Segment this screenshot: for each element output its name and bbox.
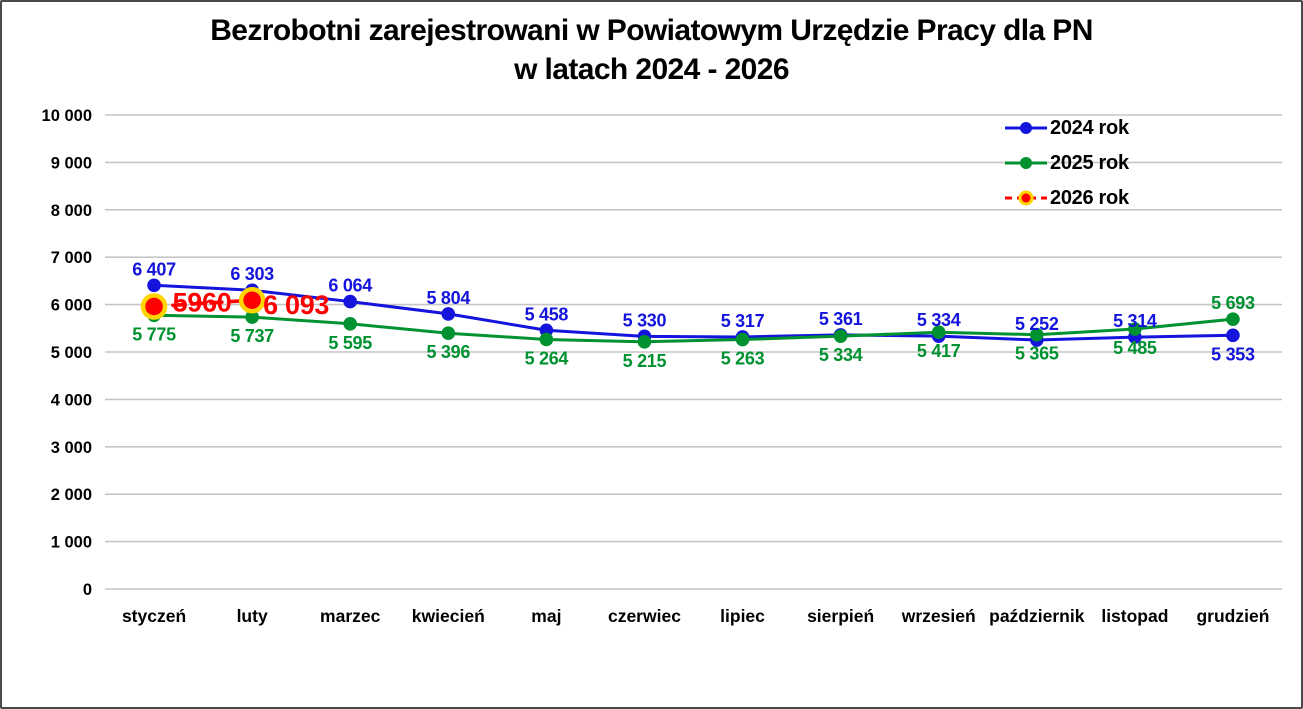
data-label: 5 804 — [427, 288, 471, 308]
data-point — [245, 310, 259, 324]
data-label: 5 365 — [1015, 344, 1059, 364]
x-tick-label: czerwiec — [608, 606, 681, 626]
y-tick-label: 3 000 — [51, 439, 92, 457]
series-line-2025-rok — [152, 313, 1235, 344]
y-tick-label: 1 000 — [51, 534, 92, 552]
legend-line-marker-icon — [1005, 190, 1047, 206]
data-label: 5 263 — [721, 349, 765, 369]
y-tick-label: 7 000 — [51, 249, 92, 267]
data-label: 6 093 — [263, 290, 329, 320]
y-tick-label: 9 000 — [51, 154, 92, 172]
data-point — [441, 326, 456, 341]
data-point — [140, 293, 168, 320]
legend-item-label: 2024 rok — [1050, 116, 1129, 139]
x-tick-label: luty — [237, 606, 268, 626]
x-tick-label: lipiec — [720, 606, 765, 626]
y-tick-label: 0 — [83, 581, 92, 599]
x-tick-label: październik — [989, 606, 1085, 626]
x-tick-label: grudzień — [1196, 606, 1269, 626]
legend-item-2024-rok: 2024 rok — [1004, 114, 1129, 142]
data-point — [1029, 327, 1044, 342]
data-label: 5 215 — [623, 351, 667, 371]
x-tick-label: marzec — [320, 606, 381, 626]
data-label: 5 353 — [1211, 344, 1255, 364]
data-point — [441, 307, 456, 321]
legend-dot — [1020, 157, 1032, 169]
data-label: 5 314 — [1113, 311, 1157, 331]
legend-line-marker-icon — [1005, 157, 1047, 169]
chart-legend: 2024 rok 2025 rok 2026 rok — [1004, 114, 1129, 212]
data-point — [539, 332, 554, 347]
data-label: 6 064 — [328, 276, 372, 296]
data-label: 5 334 — [819, 345, 863, 365]
data-label: 5 693 — [1211, 293, 1255, 313]
data-point — [238, 286, 266, 314]
y-tick-label: 6 000 — [51, 297, 92, 315]
data-point — [147, 278, 161, 293]
legend-item-2025-rok: 2025 rok — [1004, 149, 1129, 177]
data-label: 5 252 — [1015, 314, 1059, 334]
gridlines — [105, 114, 1282, 590]
series-labels-2025-rok: 5 775 5 737 5 595 5 396 5 264 5 215 5 263 5 334… — [132, 293, 1255, 371]
data-label: 5 485 — [1113, 338, 1157, 358]
data-label: 5 775 — [132, 324, 176, 344]
series-labels-2024-rok: 6 407 6 303 6 064 5 804 5 458 5 330 5 317 5 361… — [132, 259, 1255, 364]
data-point — [1226, 328, 1240, 343]
x-tick-label: listopad — [1101, 606, 1168, 626]
chart-title-line1: Bezrobotni zarejestrowani w Powiatowym U… — [210, 14, 1093, 47]
data-label: 5 264 — [525, 348, 569, 368]
legend-item-label: 2026 rok — [1050, 186, 1129, 209]
data-label: 5 458 — [525, 304, 569, 324]
legend-dot — [1018, 190, 1034, 206]
legend-item-2026-rok: 2026 rok — [1004, 184, 1129, 212]
data-point — [343, 294, 358, 309]
data-label: 5 396 — [427, 342, 471, 362]
y-axis-labels: 0 1 000 2 000 3 000 4 000 5 000 6 000 7 000 8 00… — [42, 107, 92, 599]
y-tick-label: 5 000 — [51, 344, 92, 362]
data-label: 6 303 — [230, 264, 274, 284]
data-point — [1128, 322, 1142, 336]
data-point — [735, 332, 750, 347]
data-point — [637, 335, 652, 349]
y-tick-label: 4 000 — [51, 391, 92, 409]
x-axis-labels: styczeń luty marzec kwiecień maj czerwiec lipi… — [122, 606, 1269, 626]
data-label: 5 595 — [328, 333, 372, 353]
chart-title: Bezrobotni zarejestrowani w Powiatowym U… — [2, 11, 1301, 89]
x-tick-label: kwiecień — [412, 606, 485, 626]
series-markers-2026-rok — [140, 286, 266, 320]
y-tick-label: 8 000 — [51, 202, 92, 220]
series-line-2024-rok — [152, 283, 1235, 342]
data-label: 5 330 — [623, 310, 667, 330]
legend-line-marker-icon — [1005, 122, 1047, 134]
data-label: 5 334 — [917, 310, 961, 330]
data-point — [1226, 312, 1240, 326]
legend-item-label: 2025 rok — [1050, 151, 1129, 174]
chart-title-line2: w latach 2024 - 2026 — [514, 53, 789, 86]
data-label: 5 417 — [917, 341, 961, 361]
data-label: 5960 — [173, 287, 232, 317]
x-tick-label: maj — [531, 606, 561, 626]
x-tick-label: sierpień — [807, 606, 874, 626]
data-point — [931, 325, 946, 340]
data-label: 5 737 — [230, 326, 274, 346]
y-tick-label: 10 000 — [42, 107, 92, 125]
series-line-2026-rok — [152, 298, 254, 309]
series-labels-2026-rok: 5960 6 093 — [173, 287, 330, 320]
data-label: 5 317 — [721, 311, 765, 331]
x-tick-label: wrzesień — [901, 606, 976, 626]
x-tick-label: styczeń — [122, 606, 186, 626]
y-tick-label: 2 000 — [51, 486, 92, 504]
data-label: 6 407 — [132, 259, 176, 279]
data-point — [833, 329, 848, 343]
data-point — [343, 316, 358, 331]
data-label: 5 361 — [819, 309, 863, 329]
legend-dot — [1020, 122, 1032, 134]
